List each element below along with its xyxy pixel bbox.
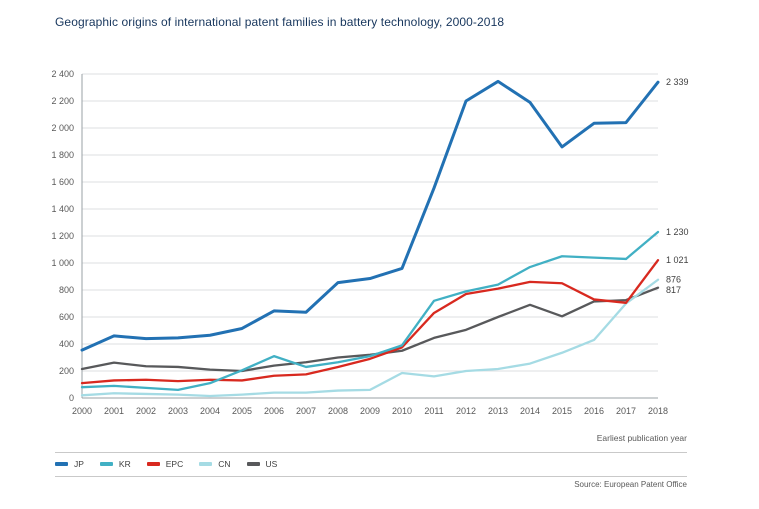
end-label-jp: 2 339 <box>666 77 689 87</box>
y-tick-label: 800 <box>59 285 74 295</box>
x-tick-label: 2007 <box>296 406 316 416</box>
y-tick-label: 2 200 <box>51 96 74 106</box>
legend-label: JP <box>74 459 84 469</box>
x-tick-label: 2008 <box>328 406 348 416</box>
legend-label: KR <box>118 459 131 469</box>
end-label-kr: 1 230 <box>666 227 689 237</box>
divider-top <box>55 452 687 453</box>
legend-item-cn: CN <box>199 459 231 469</box>
x-tick-label: 2012 <box>456 406 476 416</box>
x-tick-label: 2002 <box>136 406 156 416</box>
legend-marker-jp <box>55 462 68 466</box>
x-tick-label: 2006 <box>264 406 284 416</box>
y-tick-label: 1 800 <box>51 150 74 160</box>
y-tick-label: 1 400 <box>51 204 74 214</box>
source-caption: Source: European Patent Office <box>574 480 687 489</box>
x-tick-label: 2005 <box>232 406 252 416</box>
x-tick-label: 2015 <box>552 406 572 416</box>
legend-marker-kr <box>99 462 113 466</box>
legend-item-jp: JP <box>55 459 84 469</box>
x-tick-label: 2017 <box>616 406 636 416</box>
x-tick-label: 2001 <box>104 406 124 416</box>
divider-bottom <box>55 476 687 477</box>
legend-label: US <box>265 459 278 469</box>
y-tick-label: 2 000 <box>51 123 74 133</box>
x-tick-label: 2010 <box>392 406 412 416</box>
x-tick-label: 2003 <box>168 406 188 416</box>
x-tick-label: 2018 <box>648 406 668 416</box>
x-tick-label: 2011 <box>424 406 443 416</box>
legend-label: EPC <box>165 459 184 469</box>
legend-item-kr: KR <box>99 459 131 469</box>
legend: JP KR EPC CN US <box>55 458 277 470</box>
x-tick-label: 2013 <box>488 406 508 416</box>
legend-marker-us <box>246 462 260 466</box>
end-label-epc: 1 021 <box>666 255 689 265</box>
legend-marker-epc <box>146 462 160 466</box>
line-chart: 0 200 400 600 800 1 000 1 200 1 400 1 600 1 800 2 … <box>51 69 689 416</box>
y-tick-label: 200 <box>59 366 74 376</box>
legend-item-epc: EPC <box>146 459 184 469</box>
series-line-jp <box>80 79 660 352</box>
legend-label: CN <box>218 459 231 469</box>
y-tick-label: 1 200 <box>51 231 74 241</box>
end-label-us: 817 <box>666 285 681 295</box>
x-tick-label: 2000 <box>72 406 92 416</box>
x-tick-label: 2014 <box>520 406 540 416</box>
legend-item-us: US <box>246 459 278 469</box>
x-axis-caption: Earliest publication year <box>596 433 687 443</box>
y-tick-label: 0 <box>69 393 74 403</box>
y-tick-label: 400 <box>59 339 74 349</box>
x-tick-label: 2004 <box>200 406 220 416</box>
series-line-epc <box>80 259 660 385</box>
chart-title: Geographic origins of international pate… <box>55 15 505 29</box>
y-tick-label: 600 <box>59 312 74 322</box>
x-tick-label: 2016 <box>584 406 604 416</box>
x-tick-label: 2009 <box>360 406 380 416</box>
y-tick-label: 1 000 <box>51 258 74 268</box>
series-line-cn <box>80 278 660 398</box>
y-tick-label: 1 600 <box>51 177 74 187</box>
y-tick-label: 2 400 <box>51 69 74 79</box>
end-label-cn: 876 <box>666 275 681 285</box>
series-line-kr <box>80 230 660 392</box>
legend-marker-cn <box>199 462 213 466</box>
chart-area: 0 200 400 600 800 1 000 1 200 1 400 1 600 1 800 2 … <box>30 52 720 430</box>
series-line-us <box>80 286 660 373</box>
